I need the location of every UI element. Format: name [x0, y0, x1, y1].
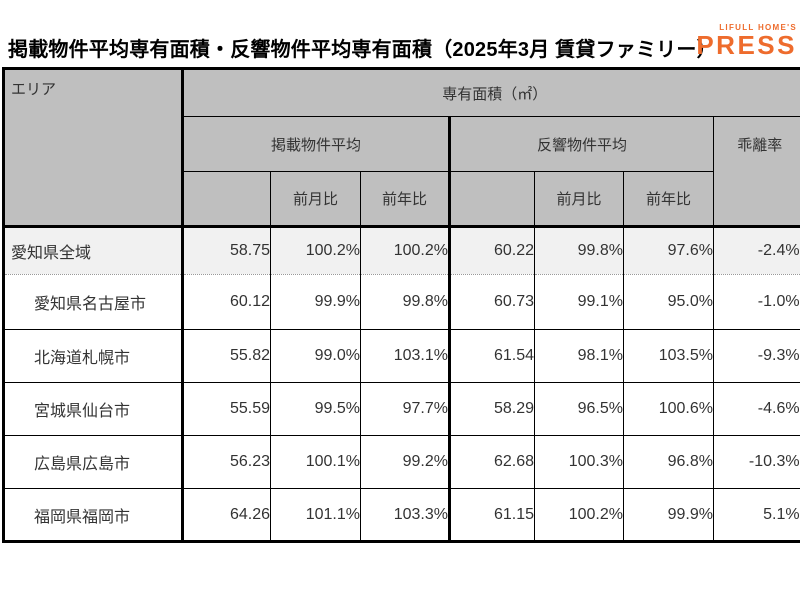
deviation-header: 乖離率 — [712, 116, 800, 227]
area-cell: 福岡県福岡市 — [3, 488, 184, 542]
response-mom-cell: 100.3% — [534, 435, 624, 489]
response-yoy-cell: 99.9% — [623, 488, 714, 542]
listed-value-cell: 60.12 — [181, 274, 271, 330]
table-row-sapporo: 北海道札幌市 55.82 99.0% 103.1% 61.54 98.1% 10… — [3, 329, 800, 383]
listed-yoy-cell: 100.2% — [360, 225, 450, 275]
page-title: 掲載物件平均専有面積・反響物件平均専有面積（2025年3月 賃貸ファミリー） — [8, 39, 717, 61]
deviation-cell: -1.0% — [712, 274, 800, 330]
response-yoy-cell: 95.0% — [623, 274, 714, 330]
response-value-cell: 60.73 — [448, 274, 535, 330]
area-column-header: エリア — [3, 68, 184, 227]
response-yoy-cell: 96.8% — [623, 435, 714, 489]
listed-yoy-cell: 99.2% — [360, 435, 450, 489]
deviation-cell: 5.1% — [712, 488, 800, 542]
table-row-fukuoka: 福岡県福岡市 64.26 101.1% 103.3% 61.15 100.2% … — [3, 488, 800, 542]
deviation-cell: -10.3% — [712, 435, 800, 489]
listed-mom-cell: 99.9% — [270, 274, 361, 330]
listed-mom-cell: 99.5% — [270, 382, 361, 436]
deviation-cell: -4.6% — [712, 382, 800, 436]
table-row-aichi-all: 愛知県全域 58.75 100.2% 100.2% 60.22 99.8% 97… — [3, 225, 800, 275]
area-floor-space-table: エリア 専有面積（㎡） 掲載物件平均 反響物件平均 乖離率 前月比 前年比 前月… — [2, 67, 800, 543]
listed-value-cell: 58.75 — [181, 225, 271, 275]
deviation-cell: -9.3% — [712, 329, 800, 383]
table-header: エリア 専有面積（㎡） 掲載物件平均 反響物件平均 乖離率 前月比 前年比 前月… — [3, 68, 800, 227]
response-mom-cell: 99.1% — [534, 274, 624, 330]
listed-mom-cell: 100.1% — [270, 435, 361, 489]
listed-value-cell: 55.59 — [181, 382, 271, 436]
response-yoy-cell: 100.6% — [623, 382, 714, 436]
area-cell: 愛知県名古屋市 — [3, 274, 184, 330]
response-mom-cell: 99.8% — [534, 225, 624, 275]
response-mom-cell: 96.5% — [534, 382, 624, 436]
lifull-homes-press-logo: LIFULL HOME'S PRESS — [696, 22, 797, 58]
table-row-nagoya: 愛知県名古屋市 60.12 99.9% 99.8% 60.73 99.1% 95… — [3, 274, 800, 330]
listed-blank-subheader — [181, 171, 271, 227]
response-value-cell: 61.15 — [448, 488, 535, 542]
response-group-header: 反響物件平均 — [448, 116, 714, 172]
table-body: 愛知県全域 58.75 100.2% 100.2% 60.22 99.8% 97… — [3, 225, 800, 542]
logo-brand-text: LIFULL HOME'S — [719, 23, 797, 32]
response-mom-header: 前月比 — [534, 171, 624, 227]
unit-header: 専有面積（㎡） — [180, 68, 800, 117]
listed-yoy-cell: 99.8% — [360, 274, 450, 330]
listed-yoy-cell: 103.1% — [360, 329, 450, 383]
listed-value-cell: 64.26 — [181, 488, 271, 542]
listed-mom-cell: 101.1% — [270, 488, 361, 542]
deviation-cell: -2.4% — [712, 225, 800, 275]
response-mom-cell: 98.1% — [534, 329, 624, 383]
area-cell: 北海道札幌市 — [3, 329, 184, 383]
area-cell: 宮城県仙台市 — [3, 382, 184, 436]
listed-yoy-header: 前年比 — [360, 171, 450, 227]
listed-mom-cell: 100.2% — [270, 225, 361, 275]
response-value-cell: 61.54 — [448, 329, 535, 383]
response-value-cell: 60.22 — [448, 225, 535, 275]
response-yoy-cell: 97.6% — [623, 225, 714, 275]
response-value-cell: 62.68 — [448, 435, 535, 489]
logo-press-text: PRESS — [696, 30, 797, 61]
table-row-sendai: 宮城県仙台市 55.59 99.5% 97.7% 58.29 96.5% 100… — [3, 382, 800, 436]
response-value-cell: 58.29 — [448, 382, 535, 436]
listed-yoy-cell: 97.7% — [360, 382, 450, 436]
listed-yoy-cell: 103.3% — [360, 488, 450, 542]
listed-group-header: 掲載物件平均 — [181, 116, 450, 172]
response-mom-cell: 100.2% — [534, 488, 624, 542]
area-cell: 広島県広島市 — [3, 435, 184, 489]
listed-value-cell: 56.23 — [181, 435, 271, 489]
response-yoy-header: 前年比 — [623, 171, 714, 227]
listed-mom-cell: 99.0% — [270, 329, 361, 383]
area-cell: 愛知県全域 — [3, 225, 184, 275]
response-blank-subheader — [448, 171, 535, 227]
listed-value-cell: 55.82 — [181, 329, 271, 383]
table-row-hiroshima: 広島県広島市 56.23 100.1% 99.2% 62.68 100.3% 9… — [3, 435, 800, 489]
listed-mom-header: 前月比 — [270, 171, 361, 227]
response-yoy-cell: 103.5% — [623, 329, 714, 383]
